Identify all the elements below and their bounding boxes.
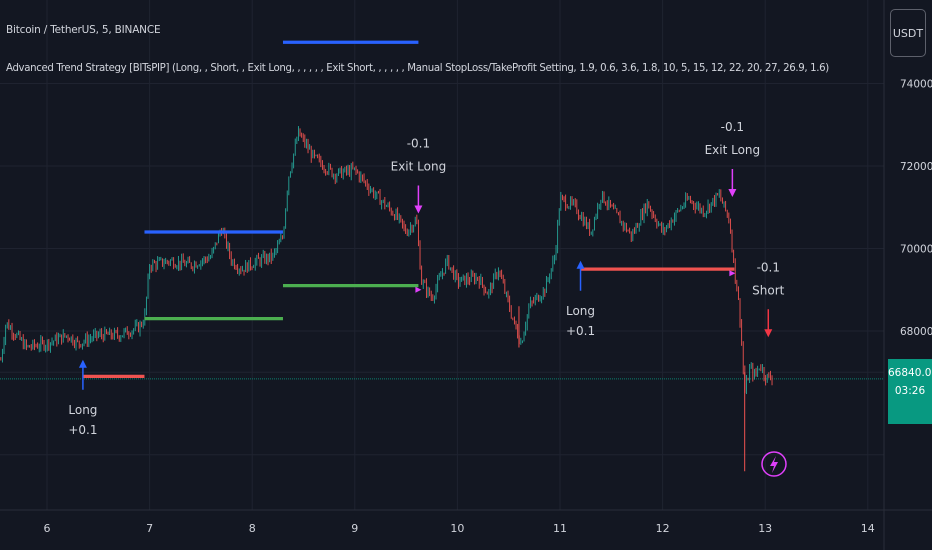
trade-label-top: -0.1 [757,260,780,274]
exit-trade-marker: -0.1 Exit Long [391,137,447,214]
last-price-tag: 66840.01 03:26 [888,359,932,424]
candles [0,126,773,395]
exit-arrowhead-icon [414,205,423,214]
long-arrowhead-icon [78,359,87,368]
last-price-value: 66840.01 [888,367,932,379]
lightning-ring [761,451,787,477]
x-tick-label: 7 [146,522,153,535]
short-arrowhead-icon [764,329,773,338]
x-tick-label: 10 [450,522,464,535]
trade-label-top: -0.1 [407,137,430,151]
trade-label-bottom: Short [752,283,784,297]
exit-trade-marker: -0.1 Exit Long [705,120,761,197]
bar-countdown: 03:26 [894,385,926,397]
lightning-bolt [770,456,778,473]
trade-label-top: Long [566,304,595,318]
long-trade-marker: Long +0.1 [566,260,595,338]
long-arrowhead-icon [576,260,585,269]
x-tick-label: 8 [249,522,256,535]
y-tick-label: 70000.00 [900,244,932,256]
y-tick-label: 74000.00 [900,79,932,91]
trade-label-bottom: +0.1 [566,324,595,338]
x-tick-label: 6 [44,522,51,535]
grid-lines [0,0,884,510]
trade-label-top: Long [68,403,97,417]
x-tick-label: 14 [861,522,875,535]
short-trade-marker: -0.1 Short [752,260,785,338]
y-tick-label: 68000.00 [900,326,932,338]
symbol-title: Bitcoin / TetherUS, 5, BINANCE [6,24,161,36]
exit-fill-marker [415,286,422,293]
x-tick-label: 9 [351,522,358,535]
currency-button[interactable]: USDT [890,9,926,57]
exit-fill-marker [729,270,736,277]
trade-label-top: -0.1 [721,120,744,134]
x-tick-label: 12 [656,522,670,535]
exit-arrowhead-icon [728,189,737,197]
y-tick-label: 72000.00 [900,161,932,173]
strategy-title: Advanced Trend Strategy [BITsPIP] (Long,… [6,63,829,74]
long-trade-marker: Long +0.1 [68,359,97,437]
alert-lightning-icon [761,451,787,477]
x-tick-label: 13 [758,522,772,535]
trade-label-bottom: Exit Long [391,160,447,174]
trade-label-bottom: +0.1 [68,423,97,437]
trade-label-bottom: Exit Long [705,143,761,157]
x-tick-label: 11 [553,522,567,535]
